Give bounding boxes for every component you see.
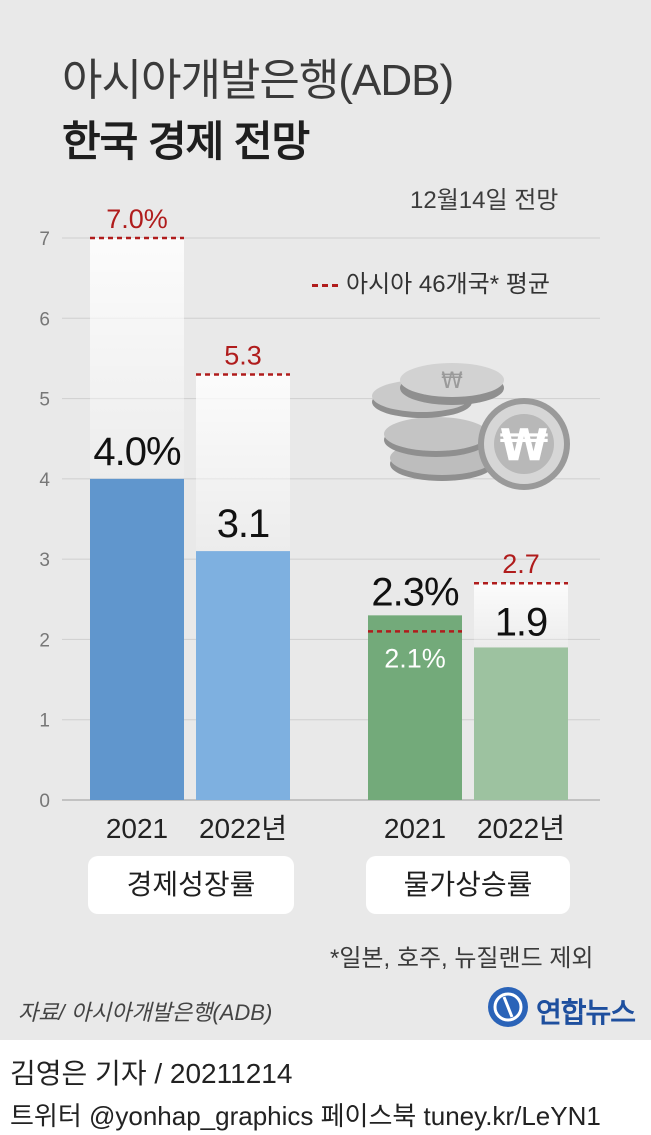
bar — [368, 615, 462, 800]
svg-text:₩: ₩ — [500, 420, 549, 471]
y-tick-label: 2 — [39, 630, 50, 651]
bar — [474, 647, 568, 800]
bars: 4.0% 7.0% 2021 3.1 5.3 2022년 2.3% 2.1% 2021 1.9 2.… — [90, 204, 568, 844]
asia-average-area — [90, 238, 184, 479]
legend-dashed-line-icon — [312, 284, 338, 288]
legend: 아시아 46개국* 평균 — [312, 264, 550, 299]
forecast-date: 12월14일 전망 — [410, 187, 559, 214]
sns-credit: 트위터 @yonhap_graphics 페이스북 tuney.kr/LeYN1 — [10, 1101, 601, 1131]
y-tick-label: 0 — [39, 791, 50, 812]
y-tick-label: 3 — [39, 550, 50, 571]
data-label: 2.3% — [371, 570, 459, 614]
brand-logo: 연합뉴스 — [486, 985, 636, 1029]
svg-text:₩: ₩ — [441, 369, 463, 394]
bar — [196, 551, 290, 800]
y-tick-label: 6 — [39, 309, 50, 330]
asia-average-label: 5.3 — [224, 340, 262, 370]
brand-name: 연합뉴스 — [536, 997, 636, 1028]
data-label: 3.1 — [217, 502, 270, 546]
title-line-1: 아시아개발은행(ADB) — [62, 56, 454, 105]
category-inflation-label: 물가상승률 — [366, 856, 570, 914]
y-tick-label: 5 — [39, 390, 50, 411]
y-axis-ticks: 0 1 2 3 4 5 6 7 — [39, 229, 50, 812]
x-tick-label: 2022년 — [199, 813, 287, 844]
reporter-credit: 김영은 기자 / 20211214 — [10, 1058, 293, 1089]
category-growth-label: 경제성장률 — [88, 856, 294, 914]
asia-average-label: 7.0% — [106, 204, 168, 234]
data-label: 4.0% — [93, 430, 181, 474]
x-tick-label: 2022년 — [477, 813, 565, 844]
asia-average-label: 2.7 — [502, 549, 540, 579]
y-tick-label: 1 — [39, 711, 50, 732]
x-tick-label: 2021 — [106, 813, 168, 844]
x-tick-label: 2021 — [384, 813, 446, 844]
asia-average-label: 2.1% — [384, 643, 446, 673]
asia-average-area — [196, 374, 290, 552]
bar-chart: 0 1 2 3 4 5 6 7 ₩ ₩ 4.0% 7.0% 2021 3.1 5.3 2022년 2.3%… — [39, 204, 600, 844]
title-line-2: 한국 경제 전망 — [62, 118, 310, 165]
y-tick-label: 4 — [39, 470, 50, 491]
legend-label: 아시아 46개국* 평균 — [346, 271, 550, 298]
yonhap-logo-icon — [488, 987, 528, 1027]
footnote: *일본, 호주, 뉴질랜드 제외 — [330, 945, 594, 972]
source: 자료/ 아시아개발은행(ADB) — [18, 1000, 273, 1025]
coin-stack-illustration: ₩ ₩ — [372, 363, 570, 490]
bar — [90, 478, 184, 800]
y-tick-label: 7 — [39, 229, 50, 250]
data-label: 1.9 — [495, 600, 548, 644]
asia-average-area — [474, 583, 568, 648]
